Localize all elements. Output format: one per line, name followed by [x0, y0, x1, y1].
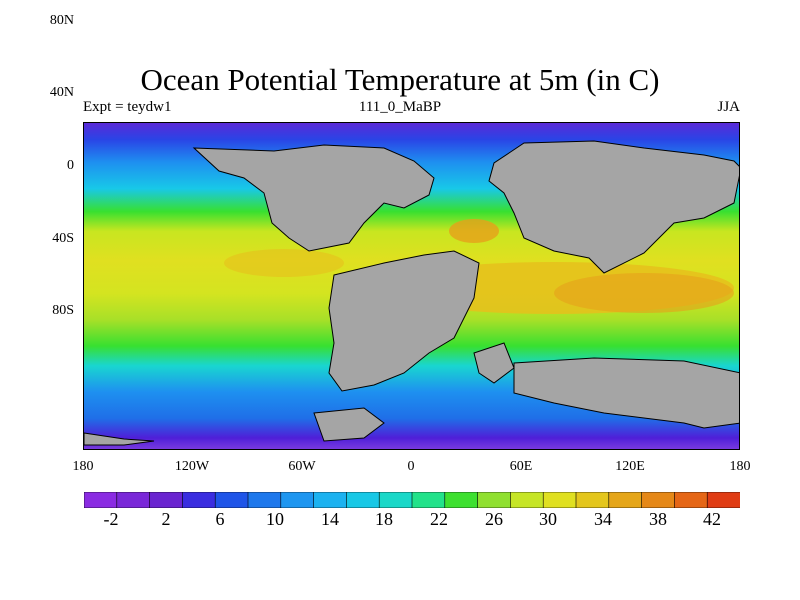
x-tick-label: 180 [72, 459, 94, 474]
y-tick-label: 40N [49, 85, 74, 100]
colorbar-label: 22 [430, 509, 448, 529]
x-tick-label: 60W [288, 459, 316, 474]
land-india [473, 342, 515, 384]
land-africa [328, 250, 480, 392]
colorbar-label: 14 [321, 509, 339, 529]
x-tick-label: 0 [407, 459, 415, 474]
colorbar-swatch [477, 491, 512, 509]
land-masses [84, 140, 739, 446]
x-tick-label: 120E [615, 459, 645, 474]
experiment-label: Expt = teydw1 [83, 99, 172, 115]
y-tick-label: 0 [67, 158, 74, 173]
land-eurasia [488, 140, 739, 274]
colorbar-swatch [83, 491, 118, 509]
x-tick-label: 180 [729, 459, 751, 474]
season-label: JJA [717, 99, 740, 115]
warm-patch-tethys [224, 249, 344, 277]
colorbar-swatch [542, 491, 577, 509]
colorbar-swatch [214, 491, 249, 509]
colorbar-swatch [674, 491, 709, 509]
colorbar-label: 6 [215, 509, 225, 529]
colorbar-swatch [706, 491, 741, 509]
x-tick-label: 120W [174, 459, 210, 474]
land-antarctica-west [313, 407, 385, 442]
y-tick-label: 80S [52, 303, 74, 318]
land-australia-antarctica [513, 357, 739, 429]
map-panel [83, 122, 740, 450]
colorbar-label: 10 [266, 509, 284, 529]
colorbar-swatch [444, 491, 479, 509]
land-antarctica-east [84, 432, 155, 446]
colorbar-label: 42 [703, 509, 721, 529]
colorbar-swatch [608, 491, 643, 509]
colorbar-swatch [149, 491, 184, 509]
colorbar-swatch [510, 491, 544, 509]
colorbar-label: 18 [375, 509, 393, 529]
colorbar-label: 2 [161, 509, 171, 529]
y-tick-label: 80N [49, 13, 74, 28]
land-north-america [192, 144, 435, 252]
colorbar-swatch [641, 491, 676, 509]
colorbar-label: -2 [103, 509, 119, 529]
colorbar-swatch [346, 491, 380, 509]
colorbar-label: 26 [485, 509, 503, 529]
colorbar-label: 38 [649, 509, 667, 529]
age-label: 111_0_MaBP [358, 99, 442, 115]
warm-patch-med [449, 219, 499, 243]
x-tick-label: 60E [509, 459, 533, 474]
colorbar-swatch [575, 491, 610, 509]
colorbar-swatches [83, 491, 741, 509]
colorbar-swatch [411, 491, 446, 509]
colorbar-swatch [378, 491, 413, 509]
temperature-map [84, 123, 739, 449]
colorbar-swatch [116, 491, 151, 509]
plot-title: Ocean Potential Temperature at 5m (in C) [140, 62, 660, 97]
colorbar [83, 491, 741, 509]
colorbar-swatch [280, 491, 315, 509]
colorbar-swatch [313, 491, 348, 509]
y-tick-label: 40S [52, 231, 74, 246]
colorbar-swatch [247, 491, 282, 509]
colorbar-swatch [182, 491, 217, 509]
colorbar-label: 34 [594, 509, 612, 529]
warm-patch-pacific [554, 273, 734, 313]
colorbar-label: 30 [539, 509, 557, 529]
